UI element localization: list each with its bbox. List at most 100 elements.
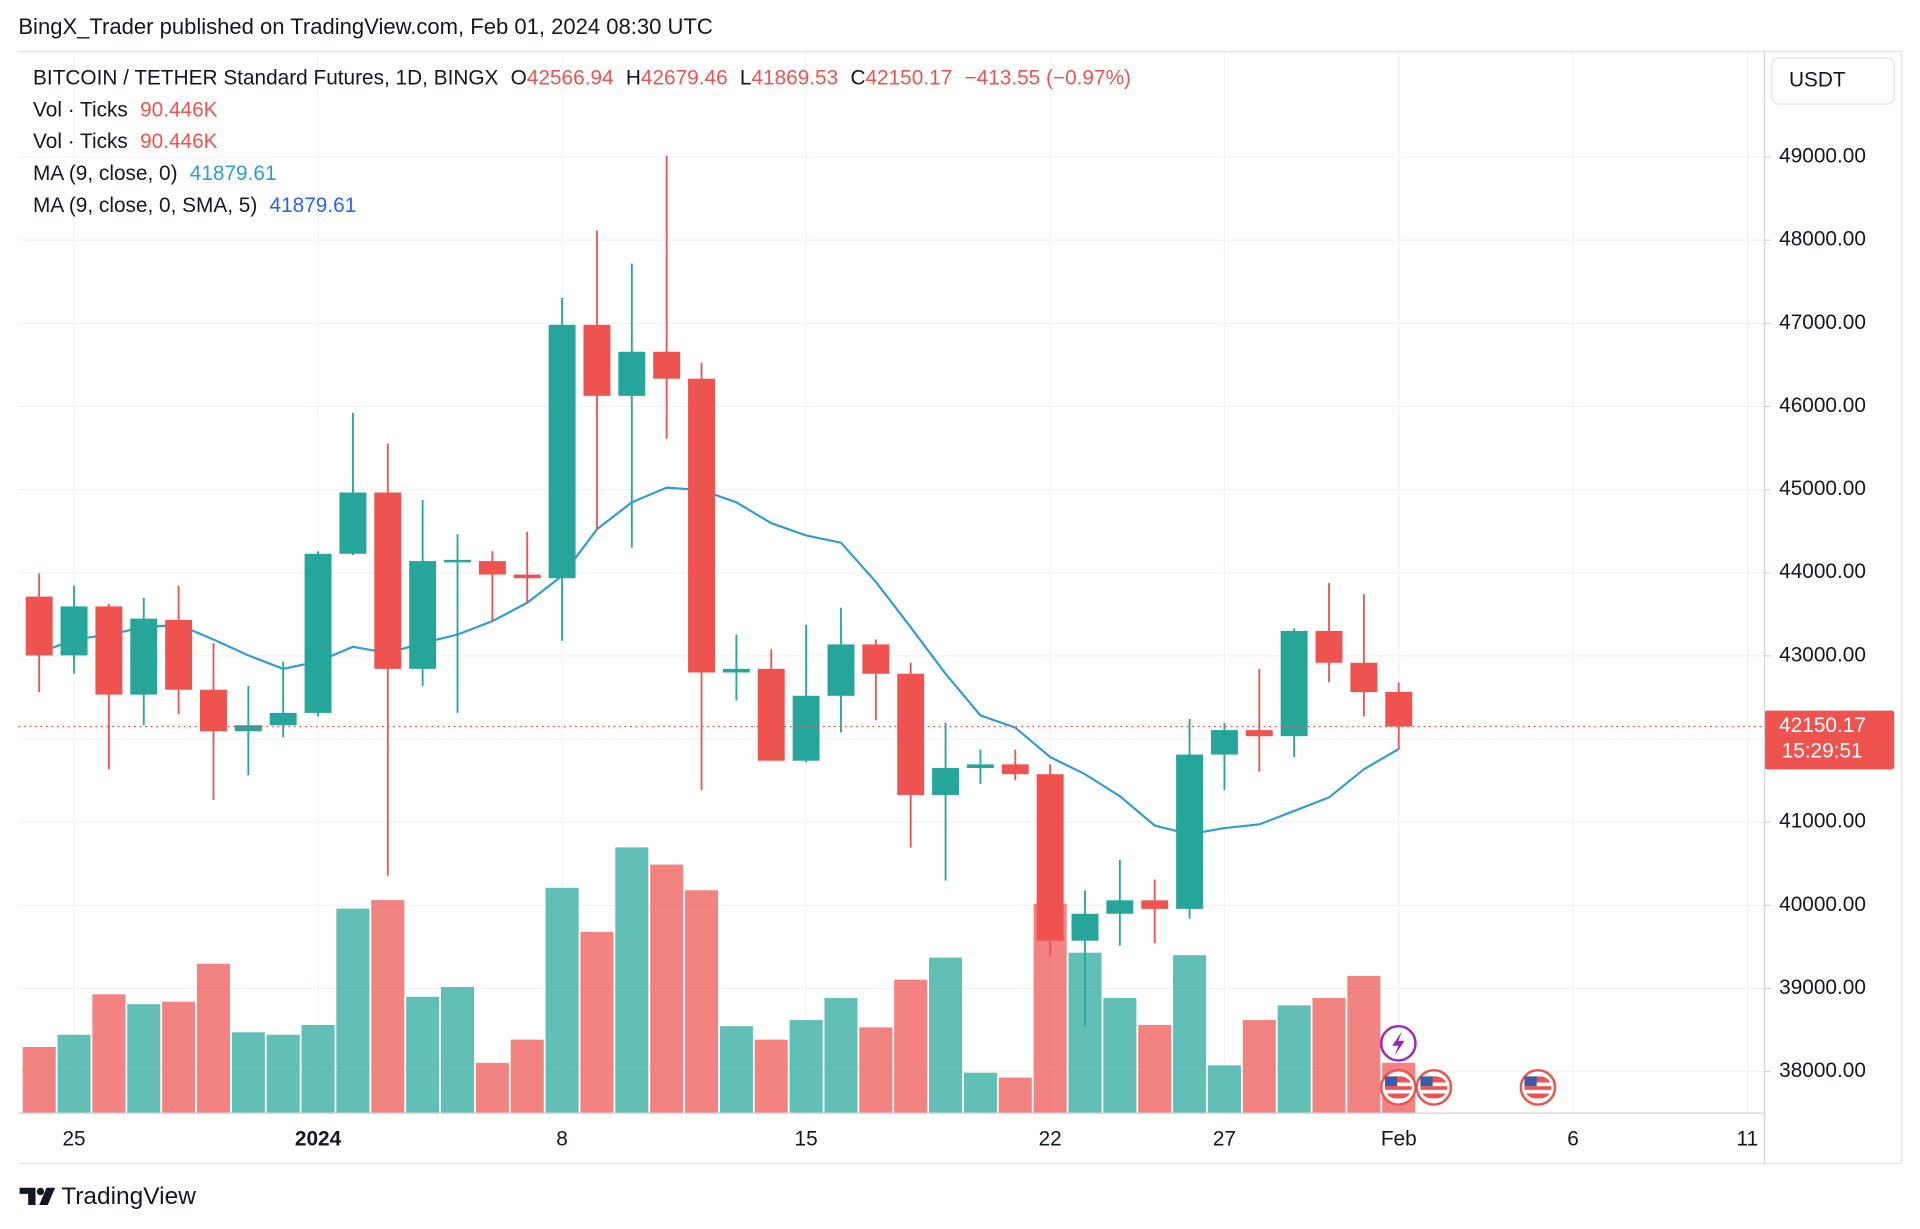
candle-body — [862, 644, 890, 674]
volume-bar — [475, 1062, 509, 1114]
ohlc-value: 41869.53 — [751, 66, 838, 89]
volume-bar — [1347, 975, 1381, 1114]
volume-bar — [754, 1039, 788, 1114]
candle-body — [409, 561, 437, 669]
x-tick-label: 8 — [556, 1128, 568, 1151]
candle-body — [234, 725, 262, 732]
candle-body — [653, 351, 681, 379]
ohlc-letter: C — [850, 66, 865, 89]
volume-bar — [22, 1046, 56, 1114]
candle-body — [200, 689, 227, 732]
candle-body — [1350, 662, 1378, 693]
candle-body — [827, 644, 855, 696]
volume-bar — [162, 1001, 196, 1114]
volume-bar — [1242, 1020, 1276, 1114]
candle-layer — [25, 155, 1413, 1027]
volume-bar — [1103, 998, 1137, 1114]
candle-body — [897, 673, 925, 795]
x-tick-label: 2024 — [295, 1128, 342, 1151]
x-tick-label: 25 — [62, 1128, 85, 1151]
legend-name: Vol · Ticks — [33, 130, 128, 153]
volume-bar — [929, 957, 963, 1114]
candle-body — [1176, 754, 1204, 909]
x-tick-label: 22 — [1039, 1128, 1062, 1151]
candle-body — [1036, 774, 1064, 941]
candle-body — [478, 561, 506, 575]
candle-body — [932, 768, 960, 795]
ma-line — [38, 486, 1400, 836]
currency-box — [1771, 56, 1895, 105]
brand-logo — [19, 1187, 56, 1205]
overlay-layer: 38000.0039000.0040000.0041000.0042000.00… — [18, 145, 1895, 1151]
y-tick-label: 49000.00 — [1779, 145, 1866, 168]
volume-bar — [127, 1004, 161, 1114]
volume-bar — [1138, 1024, 1172, 1114]
volume-bar — [231, 1032, 265, 1114]
volume-bar — [580, 931, 614, 1114]
candle-body — [25, 596, 53, 656]
candle-body — [722, 668, 750, 673]
ohlc-legend: BITCOIN / TETHER Standard Futures, 1D, B… — [33, 66, 1131, 89]
candle-body — [1106, 900, 1134, 914]
ma-layer — [38, 486, 1400, 836]
candle-body — [548, 324, 576, 579]
legend-value: 90.446K — [140, 98, 218, 121]
candle-body — [513, 574, 541, 579]
volume-bar — [685, 890, 719, 1114]
countdown-label: 15:29:51 — [1782, 740, 1863, 763]
y-tick-label: 39000.00 — [1779, 976, 1866, 999]
event-flag[interactable] — [1519, 1069, 1557, 1106]
y-tick-label: 40000.00 — [1779, 893, 1866, 916]
volume-bar — [336, 908, 370, 1114]
event-flag[interactable] — [1415, 1069, 1453, 1106]
y-tick-label: 44000.00 — [1779, 560, 1866, 583]
candle-body — [1210, 730, 1238, 755]
volume-bar — [894, 979, 928, 1114]
volume-legend: Vol · Ticks 90.446K — [33, 130, 218, 153]
candle-body — [688, 378, 716, 673]
ohlc-letter: L — [740, 66, 752, 89]
last-price-label: 42150.17 — [1779, 714, 1866, 737]
candle-body — [165, 619, 193, 690]
candle-body — [1315, 630, 1343, 663]
volume-bar — [824, 998, 858, 1114]
volume-bar — [406, 996, 440, 1114]
candle-body — [339, 492, 367, 554]
volume-bar — [998, 1077, 1032, 1114]
volume-bar — [1312, 998, 1346, 1114]
event-flag[interactable] — [1380, 1069, 1417, 1106]
y-tick-label: 45000.00 — [1779, 477, 1866, 500]
volume-bar — [545, 887, 579, 1114]
ma-legend: MA (9, close, 0, SMA, 5) 41879.61 — [33, 193, 356, 216]
brand-name: TradingView — [61, 1183, 196, 1210]
volume-bar — [650, 864, 684, 1114]
candle-body — [1071, 913, 1099, 941]
volume-bar — [789, 1020, 823, 1114]
volume-layer — [22, 847, 1416, 1114]
x-tick-label: 11 — [1737, 1128, 1759, 1151]
symbol-title: BITCOIN / TETHER Standard Futures, 1D, B… — [33, 66, 498, 89]
ohlc-value: 42679.46 — [641, 66, 728, 89]
volume-bar — [440, 986, 475, 1114]
ma-legend: MA (9, close, 0) 41879.61 — [33, 161, 276, 184]
candle-body — [583, 324, 611, 396]
volume-bar — [1277, 1005, 1311, 1114]
legend-value: 41879.61 — [270, 193, 357, 216]
candle-body — [130, 618, 158, 695]
event-icon[interactable] — [1380, 1024, 1417, 1062]
candle-body — [618, 351, 646, 396]
change-value: −413.55 (−0.97%) — [964, 66, 1130, 89]
volume-bar — [1207, 1065, 1241, 1114]
volume-bar — [92, 994, 126, 1114]
y-tick-label: 48000.00 — [1779, 228, 1866, 251]
legend-name: MA (9, close, 0, SMA, 5) — [33, 193, 257, 216]
published-note: BingX_Trader published on TradingView.co… — [18, 14, 712, 39]
volume-bar — [719, 1026, 753, 1114]
volume-bar — [1173, 955, 1207, 1114]
y-tick-label: 38000.00 — [1779, 1059, 1866, 1082]
x-tick-label: Feb — [1381, 1128, 1417, 1151]
volume-bar — [196, 963, 231, 1114]
candle-body — [1245, 730, 1273, 737]
candle-body — [1280, 630, 1308, 737]
